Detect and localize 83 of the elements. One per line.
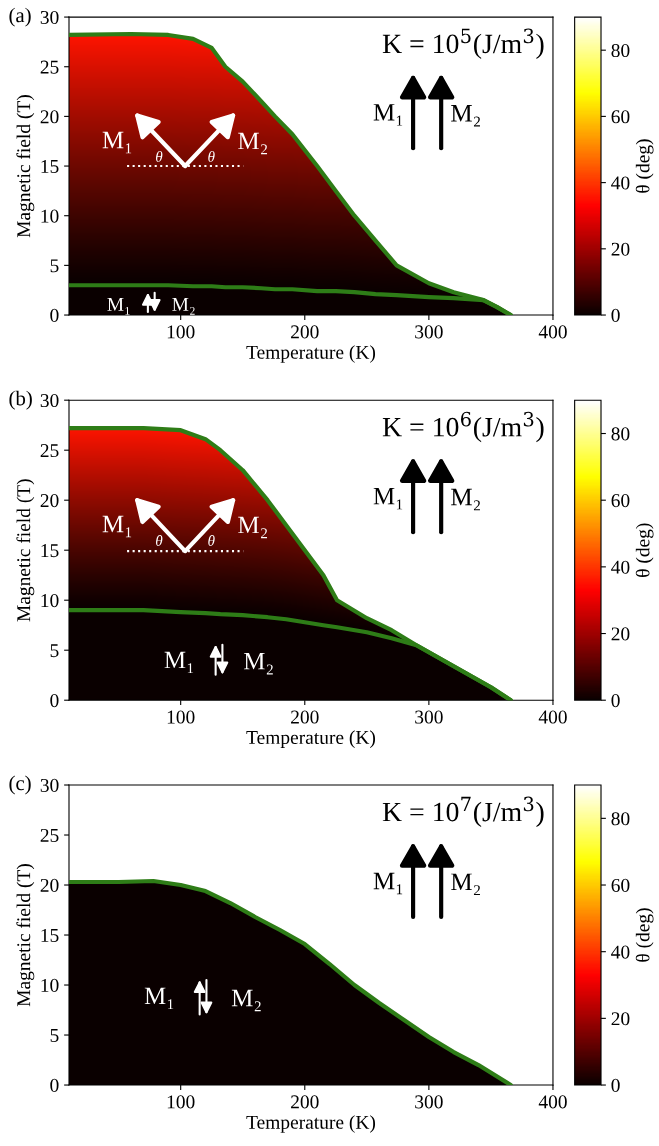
x-tick-label: 400 — [538, 325, 567, 339]
x-tick-label: 200 — [291, 325, 319, 339]
annotation: M₂ — [238, 132, 268, 155]
chart-title: (c) — [9, 775, 31, 795]
color-bar-label: 20 — [611, 1012, 630, 1026]
color-bar-label: 20 — [611, 242, 630, 256]
annotation: K = 10$^{7}$(J/m$^{3}$) — [382, 796, 544, 828]
x-axis-title: Temperature (K) — [246, 730, 376, 748]
x-tick-label: 400 — [538, 710, 567, 724]
color-bar-label: 40 — [611, 945, 630, 959]
color-bar-label: 60 — [611, 878, 630, 892]
y-tick-label: 5 — [50, 644, 59, 658]
x-tick-label: 100 — [167, 710, 195, 724]
color-bar-title: θ (deg) — [635, 908, 654, 962]
annotation: M₂ — [451, 873, 480, 896]
annotation: M₂ — [243, 652, 273, 675]
y-tick-label: 15 — [41, 159, 59, 173]
annotation: M₂ — [231, 989, 261, 1012]
color-bar-label: 20 — [611, 627, 630, 641]
x-tick-label: 100 — [167, 325, 195, 339]
y-axis-title: Magnetic field (T) — [16, 95, 35, 238]
y-tick-label: 30 — [40, 394, 59, 408]
x-tick-label: 400 — [538, 1095, 567, 1109]
y-tick-label: 25 — [40, 60, 59, 74]
y-tick-label: 20 — [40, 878, 59, 892]
y-tick-label: 15 — [41, 928, 59, 942]
y-tick-label: 5 — [50, 259, 59, 273]
y-tick-label: 10 — [41, 209, 59, 223]
y-tick-label: 20 — [40, 494, 59, 508]
y-tick-label: 0 — [50, 308, 59, 322]
annotation: θ — [156, 535, 163, 546]
y-tick-label: 10 — [41, 978, 59, 992]
color-bar-label: 80 — [611, 427, 630, 441]
y-tick-label: 30 — [40, 10, 59, 25]
y-tick-label: 30 — [40, 778, 59, 792]
color-bar-label: 0 — [611, 308, 620, 322]
color-bar-label: 40 — [611, 176, 630, 190]
x-tick-label: 300 — [415, 1095, 443, 1109]
annotation: M₂ — [451, 488, 480, 511]
x-tick-label: 100 — [167, 1095, 195, 1109]
x-tick-label: 300 — [415, 710, 443, 724]
annotation: θ — [156, 151, 163, 162]
x-axis-title: Temperature (K) — [246, 345, 376, 363]
y-tick-label: 25 — [40, 444, 59, 458]
annotation: M₁ — [373, 104, 403, 126]
color-bar-label: 40 — [611, 560, 630, 574]
chart-title: (a) — [9, 7, 31, 27]
color-bar-label: 80 — [611, 812, 630, 826]
color-bar-label: 0 — [611, 694, 620, 708]
annotation: M₁ — [164, 651, 194, 674]
color-bar-title: θ (deg) — [635, 139, 654, 193]
y-axis-title: Magnetic field (T) — [16, 479, 35, 622]
y-tick-label: 15 — [41, 544, 59, 558]
x-tick-label: 300 — [415, 325, 443, 339]
y-axis-title: Magnetic field (T) — [16, 864, 35, 1007]
color-bar-label: 0 — [611, 1078, 620, 1092]
color-bar-label: 60 — [611, 110, 630, 124]
annotation: M₁ — [373, 487, 403, 510]
y-tick-label: 0 — [50, 1078, 59, 1092]
chart-title: (b) — [9, 390, 32, 410]
annotation: θ — [208, 535, 215, 546]
y-tick-label: 25 — [40, 828, 59, 842]
y-tick-label: 0 — [50, 694, 59, 708]
x-axis-title: Temperature (K) — [246, 1115, 376, 1133]
y-tick-label: 20 — [40, 110, 59, 124]
annotation: θ — [208, 151, 215, 162]
annotation: M₁ — [102, 131, 132, 154]
color-bar-label: 60 — [611, 494, 630, 508]
annotation: M₁ — [144, 987, 174, 1010]
y-tick-label: 10 — [41, 594, 59, 608]
annotation: K = 10$^{6}$(J/m$^{3}$) — [382, 411, 544, 443]
y-tick-label: 5 — [50, 1029, 59, 1042]
annotation: M₁ — [102, 515, 132, 538]
annotation: M₂ — [172, 298, 195, 315]
color-bar-title: θ (deg) — [635, 523, 654, 577]
annotation: M₁ — [107, 298, 130, 315]
annotation: K = 10$^{5}$(J/m$^{3}$) — [382, 28, 544, 59]
annotation: M₂ — [238, 516, 268, 539]
color-bar-label: 80 — [611, 44, 630, 58]
annotation: M₂ — [451, 105, 480, 127]
x-tick-label: 200 — [291, 710, 319, 724]
x-tick-label: 200 — [291, 1095, 319, 1109]
annotation: M₁ — [373, 872, 403, 895]
